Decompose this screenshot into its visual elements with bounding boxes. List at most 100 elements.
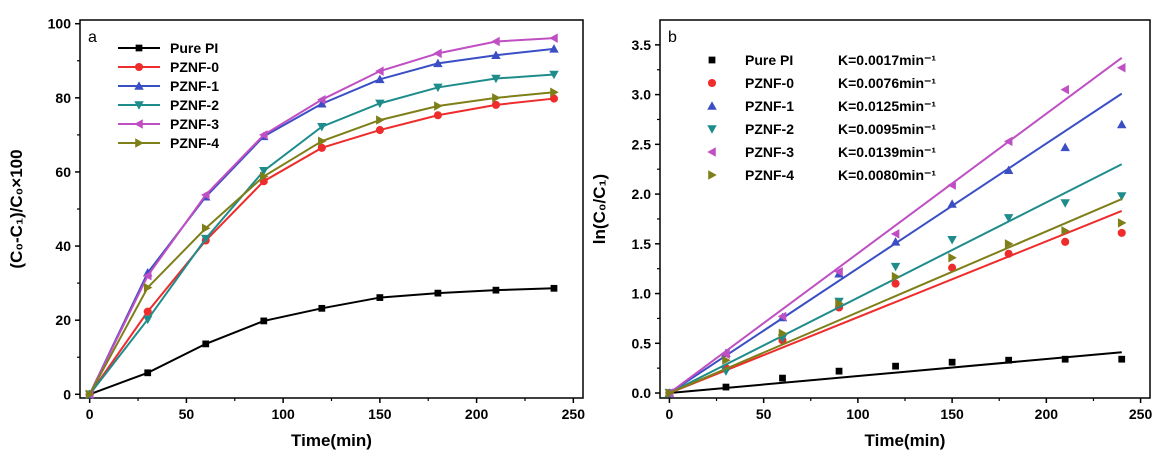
rate-constant-label: K=0.0139min⁻¹ [838, 144, 936, 160]
data-point [550, 284, 558, 292]
data-point [375, 74, 385, 84]
data-point [1117, 228, 1126, 237]
y-tick-label: 0.0 [632, 385, 652, 401]
legend-label: PZNF-3 [170, 116, 219, 132]
legend-item: PZNF-4 [118, 135, 219, 151]
data-point [259, 167, 269, 176]
fit-line [669, 198, 1123, 394]
panel-b-chart: 0 50 100 150 200 250 0.0 0.5 1.0 1.5 2.0 2.5 3.0 3.5 T… [590, 19, 1153, 450]
data-point [317, 143, 326, 152]
plot-frame [79, 19, 584, 399]
data-point [947, 199, 957, 208]
data-point [433, 48, 442, 59]
legend-marker [134, 101, 144, 110]
y-tick-label: 40 [55, 238, 71, 254]
data-point [890, 237, 901, 246]
y-tick-label: 0 [63, 386, 71, 402]
legend-marker [134, 119, 143, 129]
legend-label: PZNF-0 [170, 59, 219, 75]
data-point [947, 180, 956, 190]
data-point [779, 374, 786, 382]
data-point [492, 93, 501, 103]
legend-item: PZNF-1 [118, 78, 219, 94]
y-tick-label: 20 [55, 312, 71, 328]
data-point [1061, 237, 1070, 246]
series-line [88, 91, 555, 395]
legend-label: PZNF-1 [745, 98, 794, 114]
data-point [201, 190, 210, 200]
data-point [491, 50, 501, 59]
legend-label: Pure PI [745, 52, 793, 68]
data-point [778, 328, 788, 339]
data-point [142, 270, 152, 281]
data-point [1060, 199, 1070, 208]
data-point [317, 94, 326, 105]
data-point [201, 234, 211, 244]
data-point [434, 101, 443, 111]
data-point [433, 58, 443, 68]
legend-item: PZNF-0 [118, 59, 219, 75]
data-point [948, 358, 956, 366]
data-point [375, 126, 384, 135]
legend-item: Pure PI [118, 40, 218, 56]
panel-label: b [668, 29, 677, 46]
y-tick-label: 3.5 [632, 37, 652, 53]
data-point [1061, 226, 1070, 236]
series-pznf-4 [85, 87, 559, 400]
legend-marker [707, 125, 717, 134]
data-point [777, 311, 787, 322]
fit-line [668, 56, 1123, 394]
x-tick-label: 100 [846, 406, 870, 422]
y-axis-label: (C₀-C₁)/C₀×100 [7, 149, 26, 268]
legend-marker [707, 101, 717, 110]
data-point [890, 229, 900, 239]
data-point [434, 289, 442, 297]
data-point [433, 83, 443, 93]
data-point [549, 33, 558, 43]
rate-constant-label: K=0.0095min⁻¹ [838, 121, 936, 137]
data-point [1003, 165, 1014, 174]
data-point [376, 294, 384, 301]
data-point [317, 99, 327, 108]
panel-label: a [88, 29, 97, 46]
legend-label: PZNF-4 [745, 167, 794, 183]
y-tick-label: 80 [55, 90, 71, 106]
x-tick-label: 200 [465, 406, 489, 422]
data-point [722, 383, 730, 391]
data-point [835, 298, 844, 309]
x-tick-label: 150 [368, 406, 392, 422]
data-point [665, 388, 675, 398]
legend-label: PZNF-4 [170, 135, 219, 151]
legend-label: PZNF-3 [745, 144, 794, 160]
data-point [1117, 192, 1127, 201]
data-point [1004, 249, 1013, 258]
x-tick-label: 250 [1129, 406, 1153, 422]
y-tick-label: 1.5 [632, 236, 652, 252]
data-point [85, 389, 95, 400]
rate-constant-label: K=0.0080min⁻¹ [838, 167, 936, 183]
data-point [143, 307, 152, 316]
data-point [375, 99, 385, 109]
legend-label: PZNF-0 [745, 75, 794, 91]
fit-line [669, 210, 1123, 394]
y-tick-label: 3.0 [632, 87, 652, 103]
data-point [1003, 214, 1014, 223]
data-point [143, 282, 153, 293]
data-point [144, 369, 152, 377]
legend-marker [135, 138, 144, 148]
fit-line [669, 351, 1122, 395]
legend-label: Pure PI [170, 40, 218, 56]
series-pznf-3 [84, 33, 558, 400]
y-tick-label: 0.5 [632, 335, 652, 351]
data-point [201, 223, 211, 233]
series-pznf-2 [84, 70, 559, 400]
legend-item: PZNF-3 [118, 116, 219, 132]
data-point [1004, 239, 1014, 249]
series-pznf-4 [665, 198, 1127, 398]
legend-marker [707, 147, 716, 157]
legend-marker [134, 62, 144, 72]
data-point [1118, 355, 1126, 363]
y-tick-label: 2.5 [632, 136, 652, 152]
